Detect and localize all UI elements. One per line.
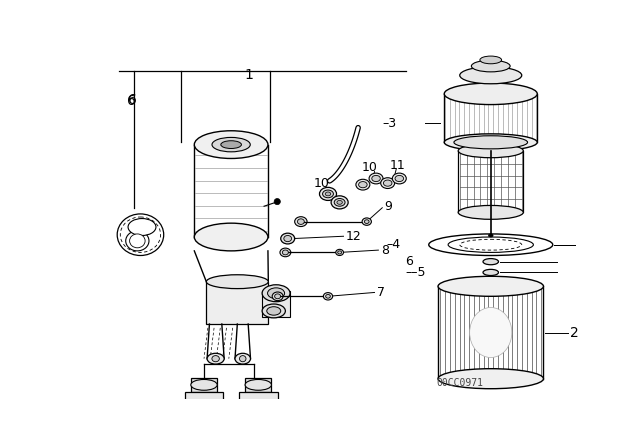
Ellipse shape [221, 141, 241, 148]
Bar [184, 392, 223, 407]
Bar [262, 291, 290, 317]
Bar [245, 378, 271, 392]
Ellipse shape [372, 176, 380, 181]
Ellipse shape [336, 250, 344, 255]
Ellipse shape [294, 217, 307, 227]
Ellipse shape [458, 144, 524, 158]
Ellipse shape [212, 356, 220, 362]
Text: 8: 8 [381, 244, 388, 257]
Ellipse shape [458, 206, 524, 220]
Text: 00CC0971: 00CC0971 [436, 378, 483, 388]
Bar [239, 392, 278, 407]
Ellipse shape [195, 131, 268, 159]
Ellipse shape [338, 251, 342, 254]
Ellipse shape [272, 292, 283, 301]
Text: –4: –4 [386, 238, 400, 251]
Bar [191, 378, 217, 392]
Ellipse shape [323, 190, 333, 198]
Ellipse shape [444, 134, 537, 151]
Ellipse shape [334, 198, 345, 206]
Ellipse shape [444, 83, 537, 104]
Ellipse shape [369, 173, 383, 184]
Ellipse shape [239, 403, 278, 412]
Ellipse shape [207, 353, 224, 364]
Ellipse shape [454, 136, 527, 149]
Text: 6: 6 [127, 94, 136, 108]
Text: 2: 2 [570, 326, 579, 340]
Text: –3: –3 [382, 116, 396, 129]
Ellipse shape [356, 179, 370, 190]
Ellipse shape [245, 379, 271, 390]
Ellipse shape [239, 356, 246, 362]
Ellipse shape [438, 369, 543, 389]
Bar [206, 282, 268, 324]
Ellipse shape [280, 248, 291, 257]
Ellipse shape [337, 200, 342, 204]
Ellipse shape [470, 307, 512, 358]
Text: 1: 1 [244, 68, 253, 82]
Ellipse shape [262, 304, 285, 318]
Ellipse shape [319, 187, 337, 200]
Ellipse shape [362, 218, 371, 225]
Ellipse shape [383, 180, 392, 186]
Ellipse shape [212, 138, 250, 152]
Text: 11: 11 [390, 159, 406, 172]
Text: 7: 7 [377, 286, 385, 299]
Ellipse shape [429, 234, 553, 255]
Ellipse shape [282, 250, 289, 255]
Ellipse shape [129, 234, 145, 248]
Text: 10: 10 [314, 177, 330, 190]
Ellipse shape [331, 196, 348, 209]
Text: ––5: ––5 [406, 266, 426, 279]
Ellipse shape [206, 275, 268, 289]
Ellipse shape [472, 60, 510, 72]
Ellipse shape [184, 403, 223, 412]
Ellipse shape [323, 293, 333, 300]
Ellipse shape [381, 178, 395, 189]
Ellipse shape [488, 234, 493, 237]
Ellipse shape [480, 56, 502, 64]
Ellipse shape [364, 220, 369, 224]
Ellipse shape [125, 231, 149, 251]
Ellipse shape [191, 379, 217, 390]
Ellipse shape [325, 192, 331, 196]
Ellipse shape [395, 176, 404, 181]
Ellipse shape [298, 219, 304, 224]
Ellipse shape [483, 269, 499, 276]
Ellipse shape [438, 276, 543, 296]
Text: 6: 6 [128, 93, 137, 107]
Ellipse shape [483, 258, 499, 265]
Ellipse shape [268, 288, 285, 299]
Text: 9: 9 [385, 200, 392, 213]
Ellipse shape [195, 223, 268, 251]
Ellipse shape [448, 237, 533, 252]
Ellipse shape [281, 233, 294, 244]
Ellipse shape [460, 67, 522, 84]
Ellipse shape [284, 236, 292, 241]
Text: 10: 10 [362, 161, 377, 174]
Text: 12: 12 [346, 230, 362, 243]
Ellipse shape [262, 285, 290, 302]
Ellipse shape [235, 353, 250, 364]
Text: 6: 6 [406, 255, 413, 268]
Ellipse shape [117, 214, 164, 255]
Ellipse shape [358, 181, 367, 188]
Ellipse shape [274, 198, 280, 205]
Ellipse shape [326, 294, 330, 298]
Ellipse shape [128, 219, 156, 236]
Ellipse shape [275, 294, 280, 299]
Ellipse shape [267, 307, 281, 315]
Ellipse shape [392, 173, 406, 184]
